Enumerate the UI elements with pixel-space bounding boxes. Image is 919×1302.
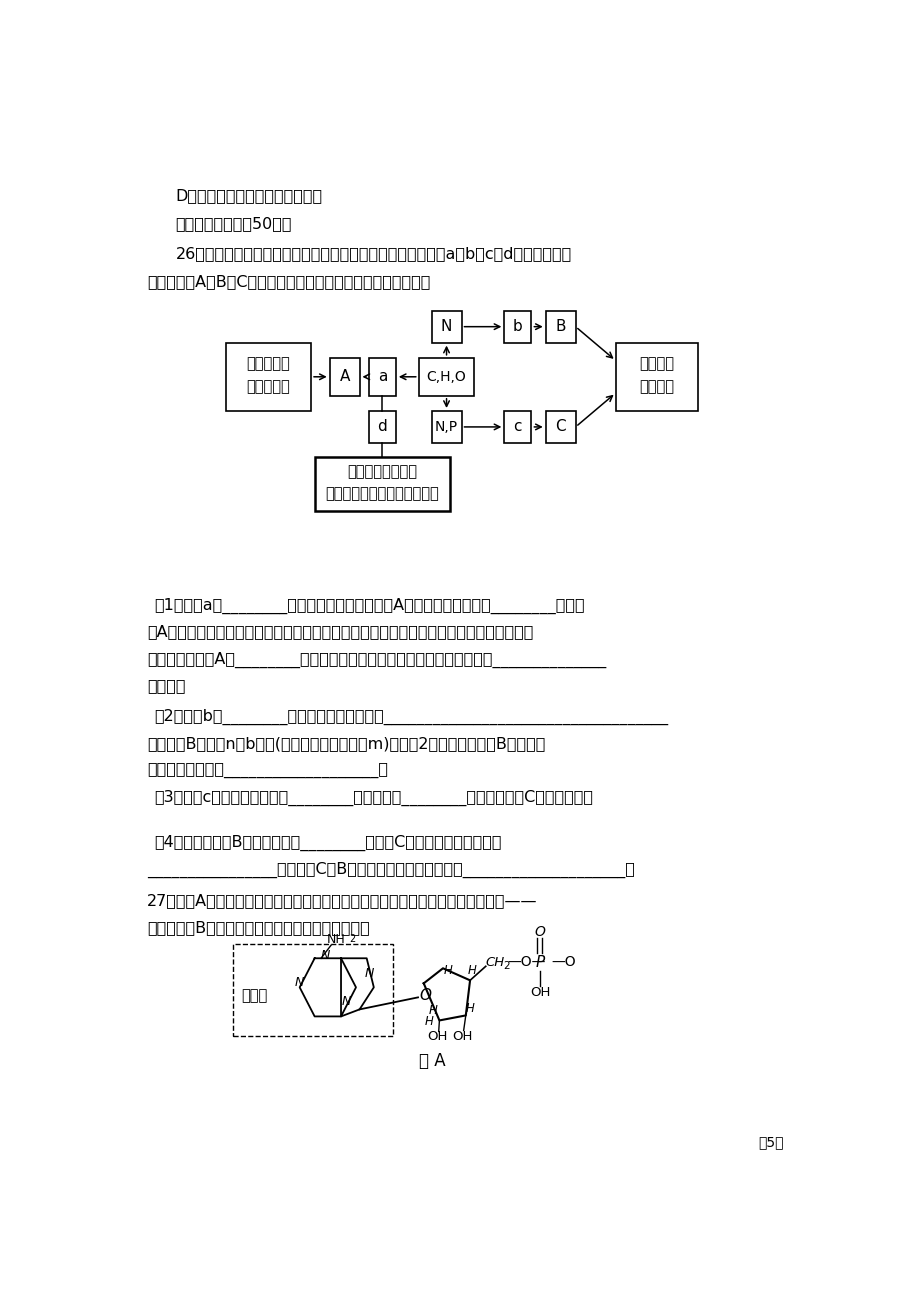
Text: （3）物质c在人体细胞中共有________种，分子中________不同，决定了C的种类不同。: （3）物质c在人体细胞中共有________种，分子中________不同，决定… <box>154 790 593 806</box>
Text: 腺嘌呤: 腺嘌呤 <box>241 988 267 1003</box>
Text: －5－: －5－ <box>757 1135 783 1148</box>
Text: H: H <box>428 1004 437 1017</box>
Text: N,P: N,P <box>435 421 458 434</box>
FancyBboxPatch shape <box>431 411 461 443</box>
Text: H: H <box>467 963 476 976</box>
Text: 主要成分: 主要成分 <box>639 379 674 395</box>
Text: —O—: —O— <box>506 956 545 969</box>
FancyBboxPatch shape <box>431 311 461 342</box>
Text: 植物细胞内: 植物细胞内 <box>246 357 289 371</box>
FancyBboxPatch shape <box>615 342 698 411</box>
Text: 27．如图A所示的分子结构式为某种核苷酸，已知分子结构式的左上角基团为碱基——: 27．如图A所示的分子结构式为某种核苷酸，已知分子结构式的左上角基团为碱基—— <box>147 893 537 907</box>
Text: 图 A: 图 A <box>418 1052 445 1069</box>
Text: —O: —O <box>550 956 575 969</box>
FancyBboxPatch shape <box>545 311 575 342</box>
Text: N: N <box>440 319 452 335</box>
Text: 染色体的: 染色体的 <box>639 357 674 371</box>
Text: OH: OH <box>426 1030 447 1043</box>
Text: A: A <box>339 370 349 384</box>
Text: 促进生殖器官发育: 促进生殖器官发育 <box>347 465 417 479</box>
Text: 2: 2 <box>348 935 355 944</box>
Text: 26．如图所示的图解表示构成细胞的元素、化合物及其作用，a、b、c、d代表不同的小: 26．如图所示的图解表示构成细胞的元素、化合物及其作用，a、b、c、d代表不同的… <box>176 246 572 262</box>
Text: ________________决定的。C和B在分子结构上的相互联系是____________________。: ________________决定的。C和B在分子结构上的相互联系是_____… <box>147 862 634 879</box>
Text: 的结果。: 的结果。 <box>147 678 186 694</box>
FancyBboxPatch shape <box>418 358 474 396</box>
Text: C: C <box>555 419 565 435</box>
FancyBboxPatch shape <box>545 411 575 443</box>
FancyBboxPatch shape <box>233 944 392 1036</box>
Text: （1）物质a是________，在动物细胞内，与物质A作用最相近的物质是________。若物: （1）物质a是________，在动物细胞内，与物质A作用最相近的物质是____… <box>154 598 584 613</box>
Text: 的储能物质: 的储能物质 <box>246 379 289 395</box>
Text: H: H <box>465 1003 474 1014</box>
Text: H: H <box>443 963 452 976</box>
Text: c: c <box>513 419 521 435</box>
FancyBboxPatch shape <box>225 342 311 411</box>
FancyBboxPatch shape <box>369 411 395 443</box>
Text: 二、非选择题（共50分）: 二、非选择题（共50分） <box>176 216 292 232</box>
Text: H: H <box>424 1016 433 1029</box>
Text: N: N <box>342 995 351 1008</box>
Text: N: N <box>321 949 330 962</box>
Text: C,H,O: C,H,O <box>426 370 466 384</box>
Text: 质A在动物、植物细胞均含有，并作为细胞内的最理想的储存能量的物质，不仅含能量多而: 质A在动物、植物细胞均含有，并作为细胞内的最理想的储存能量的物质，不仅含能量多而 <box>147 625 533 639</box>
FancyBboxPatch shape <box>504 311 531 342</box>
Text: B: B <box>555 319 565 335</box>
Text: P: P <box>535 954 544 970</box>
Text: O: O <box>419 988 431 1003</box>
FancyBboxPatch shape <box>504 411 531 443</box>
Text: 对分子质量大约为___________________。: 对分子质量大约为___________________。 <box>147 763 388 779</box>
Text: a: a <box>378 370 387 384</box>
Text: 且体积较小，则A是________，生物体以它作为长期储存的备用能源物质是______________: 且体积较小，则A是________，生物体以它作为长期储存的备用能源物质是___… <box>147 651 606 668</box>
Text: 2: 2 <box>503 961 510 971</box>
Text: NH: NH <box>326 932 346 945</box>
Text: （2）物质b是________，其分子结构的特点是___________________________________: （2）物质b是________，其分子结构的特点是_______________… <box>154 708 667 725</box>
Text: b: b <box>513 319 522 335</box>
Text: O: O <box>534 926 545 939</box>
Text: OH: OH <box>451 1030 471 1043</box>
Text: N: N <box>295 975 304 988</box>
FancyBboxPatch shape <box>314 457 449 512</box>
Text: d: d <box>377 419 387 435</box>
Text: OH: OH <box>529 986 550 999</box>
Text: 腺嘌呤；图B是某核苷酸链示意图，据图回答问题：: 腺嘌呤；图B是某核苷酸链示意图，据图回答问题： <box>147 921 369 935</box>
Text: CH: CH <box>485 956 505 969</box>
Text: N: N <box>365 967 374 980</box>
FancyBboxPatch shape <box>369 358 395 396</box>
Text: 。若某种B分子由n个b分子(平均相对分子质量为m)组成的2条链组成，则该B分子的相: 。若某种B分子由n个b分子(平均相对分子质量为m)组成的2条链组成，则该B分子的… <box>147 736 545 751</box>
Text: 分子物质，A、B、C代表不同的大分子，请分析回答下列问题：: 分子物质，A、B、C代表不同的大分子，请分析回答下列问题： <box>147 275 430 289</box>
FancyBboxPatch shape <box>329 358 359 396</box>
Text: 激发并维持雄性动物第二性征: 激发并维持雄性动物第二性征 <box>325 487 438 501</box>
Text: （4）细胞内物质B合成的场所是________，物质C分子结构的特异性是由: （4）细胞内物质B合成的场所是________，物质C分子结构的特异性是由 <box>154 835 501 852</box>
Text: D．都能够在植物细胞中大量贮存: D．都能够在植物细胞中大量贮存 <box>176 189 323 203</box>
